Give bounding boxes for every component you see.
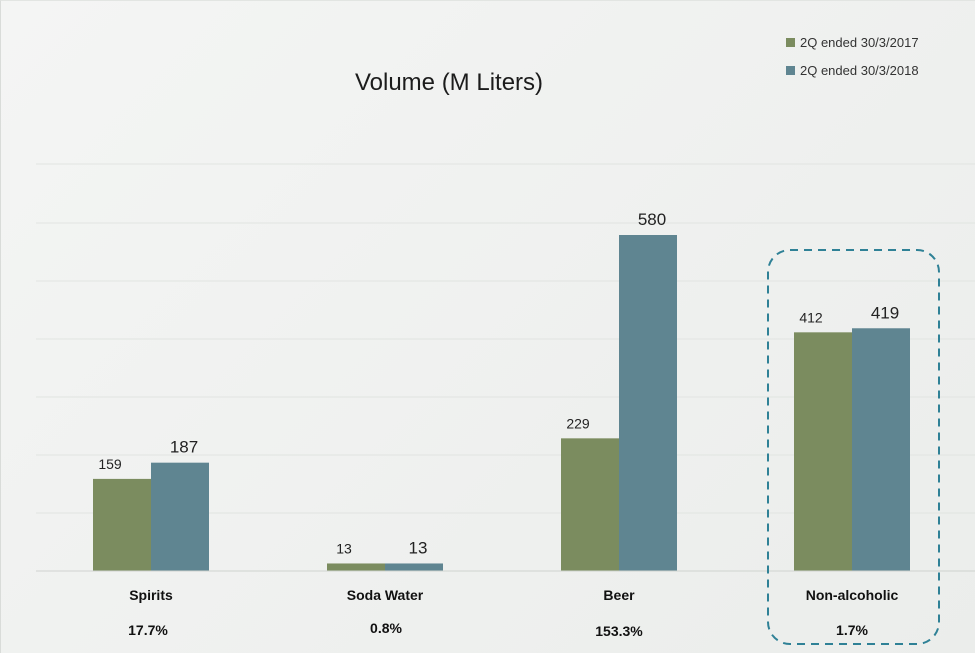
bar-non-alcoholic-2018	[852, 328, 910, 571]
growth-label-non-alcoholic: 1.7%	[836, 622, 868, 638]
data-label-spirits-2018: 187	[170, 438, 198, 457]
bar-spirits-2017	[93, 478, 151, 571]
legend-swatch-2018	[786, 66, 795, 75]
category-label-beer: Beer	[603, 587, 635, 603]
highlight-box-non-alcoholic	[767, 249, 940, 645]
data-label-beer-2017: 229	[566, 415, 590, 431]
legend-label-2018: 2Q ended 30/3/2018	[800, 63, 919, 78]
category-label-soda-water: Soda Water	[347, 587, 424, 603]
data-label-soda-water-2017: 13	[336, 540, 352, 556]
legend: 2Q ended 30/3/2017 2Q ended 30/3/2018	[786, 35, 919, 78]
bar-beer-2017	[561, 438, 619, 571]
growth-label-spirits: 17.7%	[128, 622, 168, 638]
bar-soda-water-2018	[385, 563, 443, 571]
growth-label-soda-water: 0.8%	[370, 620, 402, 636]
growth-label-beer: 153.3%	[595, 623, 643, 639]
data-label-soda-water-2018: 13	[409, 538, 428, 557]
bar-beer-2018	[619, 235, 677, 571]
data-label-non-alcoholic-2018: 419	[871, 303, 899, 322]
category-label-spirits: Spirits	[129, 587, 173, 603]
bar-soda-water-2017	[327, 563, 385, 571]
data-label-non-alcoholic-2017: 412	[799, 309, 823, 325]
data-label-spirits-2017: 159	[98, 456, 122, 472]
legend-swatch-2017	[786, 38, 795, 47]
bar-non-alcoholic-2017	[794, 332, 852, 571]
legend-label-2017: 2Q ended 30/3/2017	[800, 35, 919, 50]
growth-labels: 17.7% 0.8% 153.3% 1.7%	[128, 620, 868, 639]
data-label-beer-2018: 580	[638, 210, 666, 229]
category-labels: Spirits Soda Water Beer Non-alcoholic	[129, 587, 898, 603]
category-label-non-alcoholic: Non-alcoholic	[806, 587, 899, 603]
bar-spirits-2018	[151, 462, 209, 571]
chart-title: Volume (M Liters)	[355, 69, 543, 96]
bars: 159 187 13 13 229 580 412 419	[93, 210, 910, 571]
